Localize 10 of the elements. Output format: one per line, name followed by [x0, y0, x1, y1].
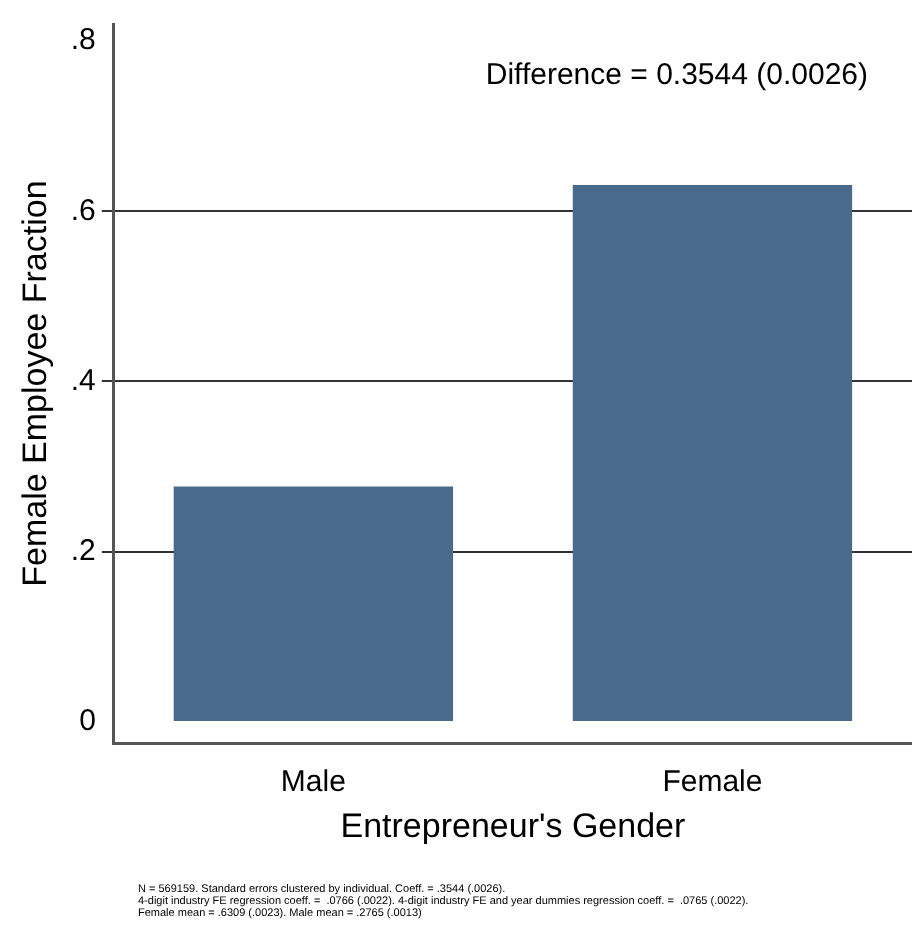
y-tick-label: 0: [79, 704, 96, 739]
y-tick-label: .4: [70, 363, 96, 398]
x-tick-label: Male: [280, 765, 346, 800]
y-tick-label: .8: [70, 23, 96, 58]
y-tick-label: .6: [70, 193, 96, 228]
annotation: Difference = 0.3544 (0.0026): [485, 58, 868, 92]
x-tick-label: Female: [662, 765, 763, 800]
y-tick-label: .2: [70, 533, 96, 568]
y-axis-title: Female Employee Fraction: [15, 180, 54, 587]
x-axis-title: Entrepreneur's Gender: [340, 806, 686, 845]
